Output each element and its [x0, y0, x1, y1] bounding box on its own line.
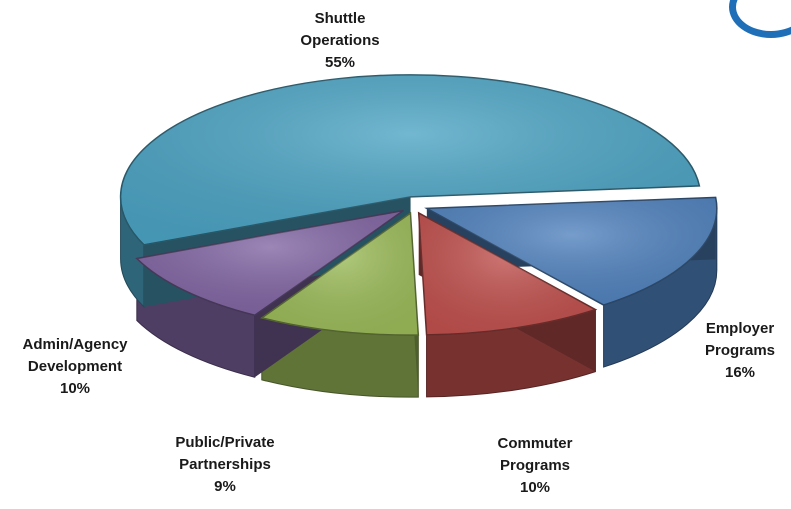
slice-highlight-commuter-programs — [418, 212, 596, 335]
slice-highlight-employer-programs — [426, 197, 717, 306]
slice-highlight-public-private-partnerships — [261, 213, 419, 336]
slice-highlight-shuttle-operations — [120, 74, 700, 245]
corner-logo-fragment — [729, 0, 791, 38]
slice-highlight-admin-agency-development — [136, 210, 404, 316]
label-employer-programs: Employer Programs 16% — [704, 320, 776, 381]
label-admin-agency-development: Admin/Agency Development 10% — [22, 336, 128, 397]
label-public-private-partnerships: Public/Private Partnerships 9% — [175, 434, 275, 495]
label-shuttle-operations: Shuttle Operations 55% — [300, 10, 380, 71]
label-commuter-programs: Commuter Programs 10% — [497, 435, 573, 496]
